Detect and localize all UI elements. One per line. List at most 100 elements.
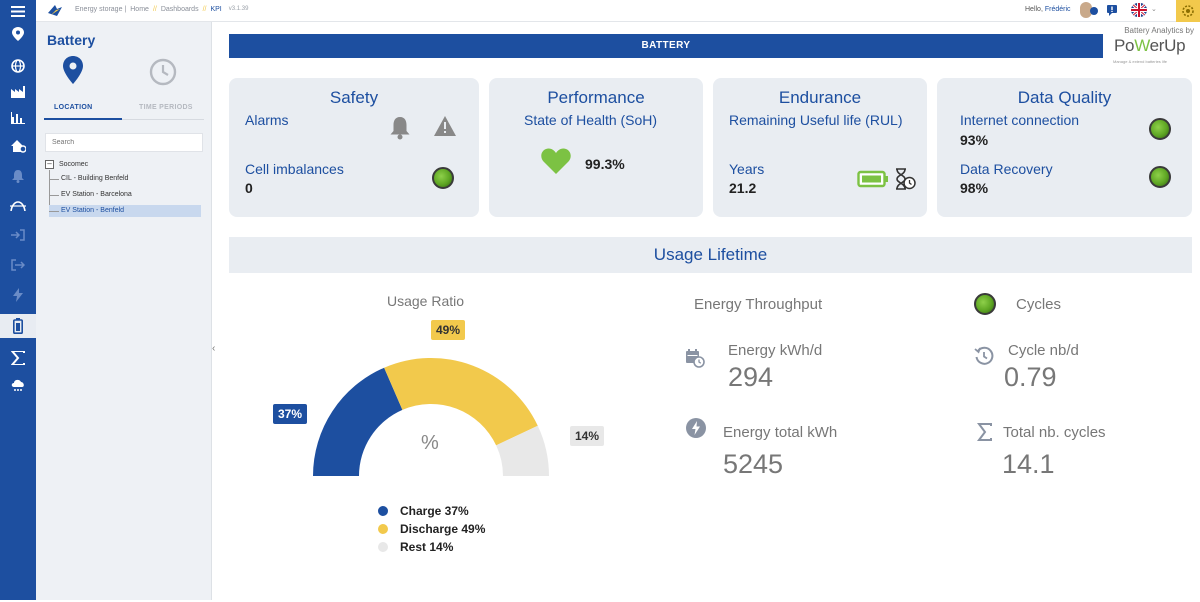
usage-ratio-title: Usage Ratio xyxy=(387,293,465,309)
card-title: Performance xyxy=(547,88,645,107)
years-label: Years xyxy=(729,161,765,177)
card-title: Safety xyxy=(329,88,379,107)
breadcrumb-separator: // xyxy=(202,6,207,13)
cell-imbalance-value: 0 xyxy=(245,180,253,196)
collapse-panel-icon[interactable]: ‹ xyxy=(212,343,216,354)
breadcrumb-home[interactable]: Home xyxy=(130,6,149,13)
curve-icon[interactable] xyxy=(0,193,36,217)
charge-dot-icon xyxy=(378,506,388,516)
breadcrumb-energy-storage[interactable]: Energy storage | xyxy=(75,6,127,13)
language-flag-icon[interactable] xyxy=(1131,3,1147,17)
message-icon[interactable] xyxy=(1106,4,1118,16)
usage-ratio-gauge xyxy=(313,358,549,476)
sigma-icon[interactable] xyxy=(0,346,36,370)
energy-per-day-value: 294 xyxy=(728,362,774,392)
discharge-badge: 49% xyxy=(431,320,466,340)
cycles-title: Cycles xyxy=(1016,296,1062,313)
soh-value: 99.3% xyxy=(585,156,625,172)
safety-card: Safety Alarms Cell imbalances 0 xyxy=(229,78,479,217)
energy-total-value: 5245 xyxy=(723,449,784,479)
map-pin-icon[interactable] xyxy=(0,22,36,46)
internet-value: 93% xyxy=(960,132,989,148)
factory-icon[interactable] xyxy=(0,80,36,104)
hamburger-menu-icon[interactable] xyxy=(0,0,36,22)
cloud-rain-icon[interactable] xyxy=(0,373,36,397)
app-version: v3.1.39 xyxy=(228,6,249,12)
alarms-label: Alarms xyxy=(245,112,289,128)
breadcrumb: Energy storage | Home // Dashboards // K… xyxy=(75,6,248,13)
internet-label: Internet connection xyxy=(960,112,1080,128)
panel-title: Battery xyxy=(47,32,96,48)
cycles-total-value: 14.1 xyxy=(1002,449,1055,479)
login-icon[interactable] xyxy=(0,223,36,247)
globe-icon[interactable] xyxy=(0,54,36,78)
hourglass-clock-icon xyxy=(896,168,916,190)
data-quality-card: Data Quality Internet connection 93% Dat… xyxy=(937,78,1192,217)
card-title: Data Quality xyxy=(1017,88,1112,107)
search-input[interactable] xyxy=(45,133,203,152)
collapse-toggle-icon[interactable]: – xyxy=(45,160,54,169)
tree-root-label: Socomec xyxy=(59,161,89,168)
endurance-card: Endurance Remaining Useful life (RUL) Ye… xyxy=(713,78,927,217)
brand-tagline: Manage & extend batteries life xyxy=(1113,59,1168,64)
tree-node[interactable]: CIL - Building Benfeld xyxy=(49,173,128,185)
energy-per-day-label: Energy kWh/d xyxy=(728,342,823,359)
recovery-value: 98% xyxy=(960,180,989,196)
breadcrumb-separator: // xyxy=(152,6,157,13)
home-settings-icon[interactable] xyxy=(0,134,36,158)
logout-icon[interactable] xyxy=(0,253,36,277)
warning-icon[interactable] xyxy=(434,116,456,136)
active-tab-indicator xyxy=(44,118,122,120)
cycles-total-label: Total nb. cycles xyxy=(1003,424,1106,441)
gauge-legend: Charge 37% Discharge 49% Rest 14% xyxy=(378,502,485,556)
top-bar: Energy storage | Home // Dashboards // K… xyxy=(0,0,1200,22)
user-menu-icon[interactable] xyxy=(1090,7,1098,15)
brand-logo: Battery Analytics by PoWerUp Manage & ex… xyxy=(1110,26,1198,70)
legend-item: Rest 14% xyxy=(378,538,485,556)
nav-rail xyxy=(0,22,36,600)
charge-badge: 37% xyxy=(273,404,308,424)
energy-throughput-title: Energy Throughput xyxy=(694,296,823,313)
user-name[interactable]: Frédéric xyxy=(1044,6,1071,13)
user-greeting: Hello, Frédéric xyxy=(1025,6,1071,13)
gauge-segment-discharge xyxy=(384,358,538,446)
gauge-center-symbol: % xyxy=(421,432,439,454)
brand-byline: Battery Analytics by xyxy=(1124,26,1194,35)
legend-item: Charge 37% xyxy=(378,502,485,520)
rul-label: Remaining Useful life (RUL) xyxy=(729,112,903,128)
location-pin-icon[interactable] xyxy=(63,56,83,84)
section-title: Usage Lifetime xyxy=(229,237,1192,273)
card-title: Endurance xyxy=(778,88,862,107)
avatar[interactable] xyxy=(1080,2,1092,18)
tree-node-selected[interactable]: EV Station - Benfeld xyxy=(49,205,201,217)
lightning-icon[interactable] xyxy=(0,283,36,307)
clock-icon[interactable] xyxy=(149,58,177,86)
chevron-down-icon[interactable]: ⌄ xyxy=(1151,6,1157,13)
battery-full-icon xyxy=(857,170,888,188)
rest-badge: 14% xyxy=(570,426,605,446)
bell-icon[interactable] xyxy=(0,164,36,188)
greeting-text: Hello, xyxy=(1025,6,1043,13)
cycles-per-day-label: Cycle nb/d xyxy=(1008,342,1079,359)
bell-icon[interactable] xyxy=(389,116,411,140)
cycles-per-day-value: 0.79 xyxy=(1004,362,1057,392)
tree-node[interactable]: EV Station - Barcelona xyxy=(49,189,132,201)
gauge-segment-rest xyxy=(496,425,549,476)
battery-icon[interactable] xyxy=(0,314,36,338)
bar-chart-icon[interactable] xyxy=(0,106,36,130)
tab-location[interactable]: LOCATION xyxy=(54,104,93,111)
status-led-icon xyxy=(1149,166,1171,188)
status-led-icon xyxy=(1149,118,1171,140)
settings-gear-icon[interactable] xyxy=(1176,0,1200,22)
calendar-clock-icon xyxy=(686,349,705,368)
performance-card: Performance State of Health (SoH) 99.3% xyxy=(489,78,703,217)
tab-time-periods[interactable]: TIME PERIODS xyxy=(139,104,193,111)
page-title: BATTERY xyxy=(229,34,1103,58)
years-value: 21.2 xyxy=(729,180,757,196)
app-logo-icon[interactable] xyxy=(48,5,62,16)
tree-connector xyxy=(49,170,50,215)
breadcrumb-dashboards[interactable]: Dashboards xyxy=(160,6,199,13)
side-panel: Battery LOCATION TIME PERIODS – Socomec … xyxy=(36,22,212,600)
tree-root[interactable]: – Socomec xyxy=(45,160,88,169)
discharge-dot-icon xyxy=(378,524,388,534)
